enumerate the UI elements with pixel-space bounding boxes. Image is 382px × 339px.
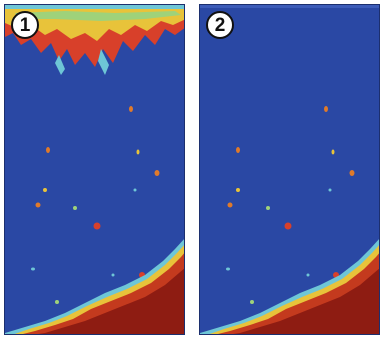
fish-arch-icon: [250, 300, 254, 304]
fish-arch-icon: [111, 273, 115, 277]
fish-targets: [31, 106, 160, 304]
fish-arch-icon: [73, 206, 77, 210]
fish-targets: [226, 106, 355, 304]
fish-arch-icon: [324, 106, 328, 112]
fish-arch-icon: [55, 300, 59, 304]
panel-number-badge: 1: [11, 11, 39, 39]
fish-arch-icon: [133, 188, 137, 192]
fish-arch-icon: [226, 267, 230, 271]
sonar-panel-1: 1: [4, 4, 185, 335]
sonar-view-2: [200, 5, 379, 334]
bottom-echo: [200, 239, 379, 334]
fish-arch-icon: [35, 202, 41, 208]
fish-arch-icon: [236, 147, 240, 153]
fish-arch-icon: [266, 206, 270, 210]
surface-line: [200, 5, 379, 8]
surface-clutter: [5, 5, 184, 75]
sonar-view-1: [5, 5, 184, 334]
fish-arch-icon: [136, 149, 140, 155]
fish-arch-icon: [93, 222, 101, 230]
panel-number-badge: 2: [206, 11, 234, 39]
fish-arch-icon: [46, 147, 50, 153]
fish-arch-icon: [236, 188, 240, 192]
fish-arch-icon: [328, 188, 332, 192]
fish-arch-icon: [331, 149, 335, 155]
fish-arch-icon: [154, 170, 160, 176]
fish-arch-icon: [306, 273, 310, 277]
fish-arch-icon: [43, 188, 47, 192]
bottom-echo: [5, 239, 184, 334]
fish-arch-icon: [31, 267, 35, 271]
sonar-panel-2: 2: [199, 4, 380, 335]
fish-arch-icon: [284, 222, 292, 230]
fish-arch-icon: [129, 106, 133, 112]
fish-arch-icon: [349, 170, 355, 176]
fish-arch-icon: [227, 202, 233, 208]
